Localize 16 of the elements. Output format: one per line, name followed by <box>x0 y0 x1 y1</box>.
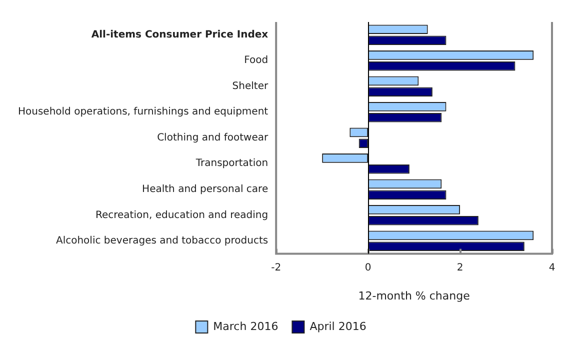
x-axis-title: 12-month % change <box>358 289 470 302</box>
y-tick-label: All-items Consumer Price Index <box>91 29 269 40</box>
y-tick-label: Household operations, furnishings and equipment <box>18 106 268 118</box>
legend-label: April 2016 <box>310 320 366 333</box>
y-tick-label: Health and personal care <box>142 184 268 196</box>
x-tick-label: 4 <box>548 262 556 274</box>
y-tick-label: Shelter <box>232 80 269 92</box>
x-tick-label: 2 <box>456 262 464 274</box>
y-tick-label: Alcoholic beverages and tobacco products <box>56 236 268 247</box>
x-tick-label: -2 <box>271 262 282 274</box>
legend-label: March 2016 <box>213 320 278 333</box>
y-tick-label: Recreation, education and reading <box>95 210 268 221</box>
x-tick-label: 0 <box>364 262 372 274</box>
y-tick-label: Transportation <box>194 158 268 170</box>
y-tick-label: Food <box>244 55 268 66</box>
y-tick-label: Clothing and footwear <box>157 132 269 144</box>
